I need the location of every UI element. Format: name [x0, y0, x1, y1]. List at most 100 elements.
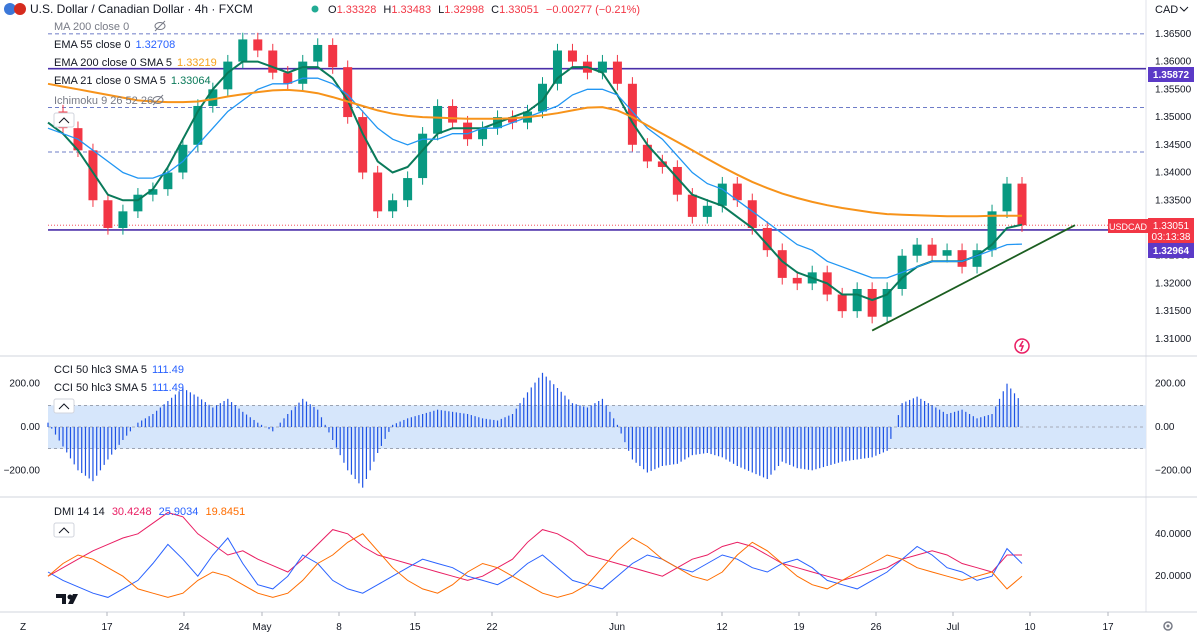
- axis-labels: 1.36500 1.36000 1.35500 1.35000 1.34500 1.340…: [4, 29, 1192, 633]
- candle-body: [208, 89, 218, 106]
- dmi-axis-label: 20.0000: [1155, 571, 1192, 582]
- collapse-legend-button[interactable]: [53, 522, 75, 538]
- candle-body: [942, 250, 952, 256]
- price-axis-label: 1.31000: [1155, 334, 1192, 345]
- date-axis-label: 17: [1102, 622, 1114, 633]
- candle-body: [343, 67, 353, 118]
- symbol-tag-text: USDCAD: [1109, 222, 1148, 232]
- cci-legend: CCI 50 hlc3 SMA 5 111.49 CCI 50 hlc3 SMA …: [53, 364, 184, 414]
- chevron-down-icon[interactable]: [1179, 6, 1189, 12]
- grid-lines: [106, 612, 1109, 616]
- date-axis-label: 22: [486, 622, 498, 633]
- candle-body: [1017, 183, 1027, 226]
- main-legend: MA 200 close 0 EMA 55 close 0 1.32708 EMA…: [53, 20, 217, 128]
- symbol-title[interactable]: U.S. Dollar / Canadian Dollar · 4h · FXC…: [30, 2, 253, 16]
- dmi-legend: DMI 14 14 30.4248 25.9034 19.8451: [53, 506, 245, 538]
- candle-body: [103, 200, 113, 228]
- candle-body: [403, 178, 413, 201]
- candle-body: [418, 133, 428, 179]
- cci-axis-label-right: −200.00: [1155, 465, 1192, 476]
- candle-body: [747, 200, 757, 228]
- candle-body: [792, 277, 802, 284]
- date-axis-label: 17: [101, 622, 113, 633]
- collapse-legend-button[interactable]: [53, 112, 75, 128]
- candle-body: [762, 227, 772, 251]
- legend-dmi[interactable]: DMI 14 14 30.4248 25.9034 19.8451: [54, 506, 245, 518]
- legend-cci-2[interactable]: CCI 50 hlc3 SMA 5 111.49: [54, 382, 184, 394]
- candle-body: [283, 72, 293, 84]
- candle-body: [732, 183, 742, 201]
- legend-ema55[interactable]: EMA 55 close 0 1.32708: [54, 39, 175, 51]
- candle-body: [597, 61, 607, 73]
- candle-body: [268, 50, 278, 73]
- lightning-icon[interactable]: [1014, 338, 1030, 354]
- ohlc-o-label: O: [328, 4, 337, 16]
- candle-body: [118, 211, 128, 228]
- upper-level-tag: [1148, 67, 1194, 82]
- cci-axis-label-left: 200.00: [9, 379, 40, 390]
- cci-axis-label-left: −200.00: [4, 465, 41, 476]
- symbol-tag: [1108, 219, 1148, 233]
- candle-body: [627, 83, 637, 145]
- currency-label[interactable]: CAD: [1155, 4, 1178, 16]
- legend-cci-1[interactable]: CCI 50 hlc3 SMA 5 111.49: [54, 364, 184, 376]
- candle-body: [193, 105, 203, 145]
- candle-body: [852, 288, 862, 312]
- header: U.S. Dollar / Canadian Dollar · 4h · FXC…: [4, 2, 1189, 16]
- price-axis-label: 1.31500: [1155, 306, 1192, 317]
- dmi-lines: [47, 512, 1023, 598]
- candle-body: [298, 61, 308, 84]
- series-line-ema-200: [47, 82, 1022, 218]
- ohlc-c-label: C: [491, 4, 499, 16]
- candle-body: [717, 183, 727, 206]
- price-axis-label: 1.34500: [1155, 140, 1192, 151]
- last-price-tag: [1148, 218, 1194, 243]
- date-axis-label: 26: [870, 622, 882, 633]
- settings-gear-icon[interactable]: [1163, 621, 1173, 631]
- candle-body: [433, 105, 443, 134]
- dmi-line-adx: [47, 533, 1023, 598]
- dmi-line-plus-di: [47, 512, 1022, 581]
- ohlc-close: 1.33051: [499, 4, 539, 16]
- dmi-axis-label: 40.0000: [1155, 529, 1192, 540]
- price-axis-label: 1.32000: [1155, 278, 1192, 289]
- candle-body: [463, 122, 473, 140]
- date-axis-label: 8: [336, 622, 342, 633]
- price-axis-label: 1.34000: [1155, 168, 1192, 179]
- candle-body: [912, 244, 922, 256]
- cci-histogram: [47, 372, 1146, 488]
- candle-body: [508, 117, 518, 123]
- candle-body: [612, 61, 622, 84]
- legend-ma200[interactable]: MA 200 close 0: [54, 21, 129, 33]
- collapse-legend-button[interactable]: [53, 398, 75, 414]
- cci-axis-label-right: 0.00: [1155, 422, 1175, 433]
- price-axis-label: 1.33500: [1155, 195, 1192, 206]
- date-axis-label: 12: [716, 622, 728, 633]
- eye-hidden-icon[interactable]: [154, 20, 166, 32]
- legend-ichimoku[interactable]: Ichimoku 9 26 52 26: [54, 95, 153, 107]
- candle-body: [163, 172, 173, 190]
- price-axis-label: 1.35000: [1155, 112, 1192, 123]
- eye-hidden-icon[interactable]: [152, 94, 164, 106]
- ascending-trendline[interactable]: [871, 224, 1076, 332]
- market-status-dot: [311, 5, 319, 13]
- price-axis-label: 1.36000: [1155, 57, 1192, 68]
- candle-body: [448, 105, 458, 123]
- timezone-button[interactable]: Z: [20, 622, 26, 633]
- candle-body: [238, 39, 248, 62]
- legend-ema200[interactable]: EMA 200 close 0 SMA 5 1.33219: [54, 57, 217, 69]
- legend-ema21[interactable]: EMA 21 close 0 SMA 5 1.33064: [54, 75, 211, 87]
- bar-countdown: 03:13:38: [1152, 232, 1191, 243]
- price-tags: 1.35872 USDCAD 1.33051 03:13:38 1.32964: [1108, 67, 1194, 258]
- price-axis-label: 1.36500: [1155, 29, 1192, 40]
- date-axis-label: Jul: [947, 622, 960, 633]
- tradingview-logo-icon: [56, 594, 78, 604]
- trendline[interactable]: [871, 224, 1076, 332]
- candle-body: [313, 44, 323, 62]
- candle-body: [253, 39, 263, 51]
- last-price-value: 1.33051: [1153, 221, 1190, 232]
- date-axis-label: 19: [793, 622, 805, 633]
- candle-body: [777, 250, 787, 278]
